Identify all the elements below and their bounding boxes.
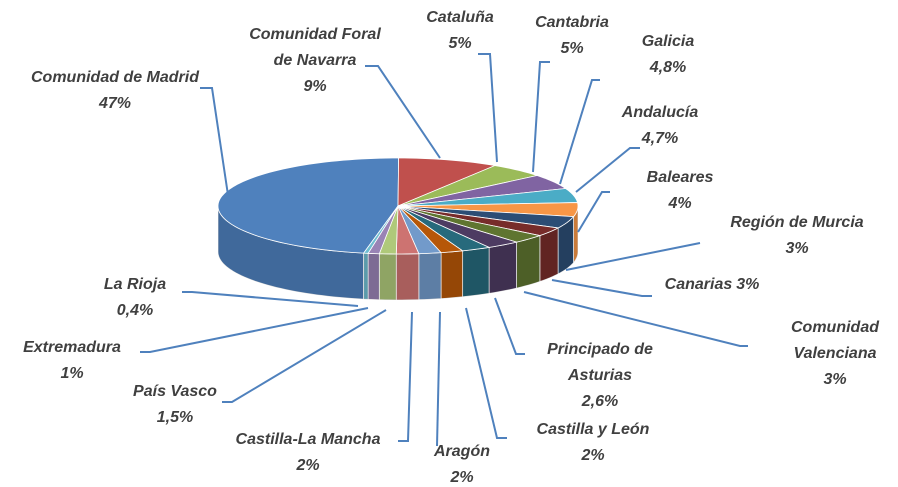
value-label: 4,7% xyxy=(641,130,679,147)
value-label: 0,4% xyxy=(116,302,154,319)
data-label: Aragón 2% xyxy=(412,439,512,487)
data-label: Baleares 4% xyxy=(630,165,730,217)
data-label: La Rioja 0,4% xyxy=(80,272,190,324)
value-label: 2,6% xyxy=(581,393,619,410)
data-label: Extremadura 1% xyxy=(2,335,142,387)
leader-line xyxy=(532,61,550,173)
side-shade xyxy=(379,253,397,300)
side-shade xyxy=(418,252,442,300)
category-label: Región de Murcia xyxy=(730,214,864,231)
leader-line xyxy=(436,311,441,447)
value-label: 2% xyxy=(581,447,605,464)
leader-line xyxy=(565,242,701,271)
side-shade xyxy=(396,253,419,300)
data-label: Comunidad de Madrid 47% xyxy=(5,65,225,117)
side-shade xyxy=(462,247,490,297)
value-label: 5% xyxy=(448,35,472,52)
leader-line xyxy=(478,53,498,163)
pie-slice xyxy=(397,202,579,218)
pie-slice xyxy=(397,188,579,207)
value-label: 1,5% xyxy=(156,409,194,426)
pie-slice xyxy=(397,205,542,243)
side-shade xyxy=(441,250,463,299)
leader-line xyxy=(222,309,387,403)
leader-line xyxy=(182,291,359,307)
category-label: Castilla y León xyxy=(536,421,650,438)
leader-line xyxy=(551,279,652,297)
pie-slice xyxy=(397,165,539,207)
data-label: País Vasco 1,5% xyxy=(115,379,235,431)
category-label: Comunidad Valenciana xyxy=(791,319,879,362)
pie-slice xyxy=(397,205,491,252)
side-shade xyxy=(539,227,559,282)
data-label: Galicia 4,8% xyxy=(618,29,718,81)
value-label: 1% xyxy=(60,365,84,382)
data-label: Andalucía 4,7% xyxy=(610,100,710,152)
pie-slice xyxy=(397,157,497,207)
pie-slice xyxy=(397,175,567,207)
category-label: Extremadura xyxy=(23,339,121,356)
category-label: Andalucía xyxy=(621,104,699,121)
side-shade xyxy=(218,206,364,300)
side-shade xyxy=(489,242,517,294)
pie-slice xyxy=(397,205,519,248)
value-label: 4% xyxy=(668,195,692,212)
leader-line xyxy=(559,79,600,185)
value-label: 2% xyxy=(296,457,320,474)
data-label: Comunidad Valenciana 3% xyxy=(780,315,890,393)
value-label: 3% xyxy=(736,276,760,293)
data-label: Cantabria 5% xyxy=(522,10,622,62)
pie-slice xyxy=(397,205,575,229)
side-shade xyxy=(516,235,540,289)
category-label: Principado de Asturias xyxy=(547,341,653,384)
leader-line xyxy=(523,291,748,347)
category-label: Baleares xyxy=(646,169,714,186)
leader-line xyxy=(577,191,610,233)
category-label: Comunidad Foral de Navarra xyxy=(249,26,381,69)
data-label: Comunidad Foral de Navarra 9% xyxy=(240,22,390,100)
category-label: La Rioja xyxy=(103,276,167,293)
value-label: 3% xyxy=(823,371,847,388)
data-label: Castilla y León 2% xyxy=(523,417,663,469)
leader-line xyxy=(575,147,640,193)
pie-slice xyxy=(397,205,560,236)
leader-line xyxy=(494,297,525,355)
leader-line xyxy=(398,311,413,442)
value-label: 47% xyxy=(98,95,132,112)
pie-slice xyxy=(217,157,400,254)
data-label: Canarias 3% xyxy=(637,272,787,298)
category-label: Comunidad de Madrid xyxy=(31,69,199,86)
data-label: Cataluña 5% xyxy=(410,5,510,57)
side-shade xyxy=(558,216,574,274)
category-label: Cataluña xyxy=(426,9,494,26)
leader-line xyxy=(140,307,369,353)
value-label: 9% xyxy=(303,78,327,95)
category-label: Canarias xyxy=(664,276,733,293)
value-label: 2% xyxy=(450,469,474,486)
data-label: Castilla-La Mancha 2% xyxy=(218,427,398,479)
side-shade xyxy=(573,206,578,263)
leader-line xyxy=(365,65,441,159)
pie-slice xyxy=(362,205,399,254)
leader-line xyxy=(200,87,229,196)
leader-line xyxy=(465,307,507,439)
value-label: 5% xyxy=(560,40,584,57)
category-label: Castilla-La Mancha xyxy=(235,431,381,448)
category-label: Aragón xyxy=(434,443,490,460)
category-label: País Vasco xyxy=(133,383,217,400)
value-label: 3% xyxy=(785,240,809,257)
data-label: Principado de Asturias 2,6% xyxy=(530,337,670,415)
category-label: Galicia xyxy=(641,33,695,50)
category-label: Cantabria xyxy=(535,14,609,31)
value-label: 4,8% xyxy=(649,59,687,76)
side-shade xyxy=(368,253,380,300)
data-label: Región de Murcia 3% xyxy=(707,210,887,262)
side-shade xyxy=(363,253,369,300)
